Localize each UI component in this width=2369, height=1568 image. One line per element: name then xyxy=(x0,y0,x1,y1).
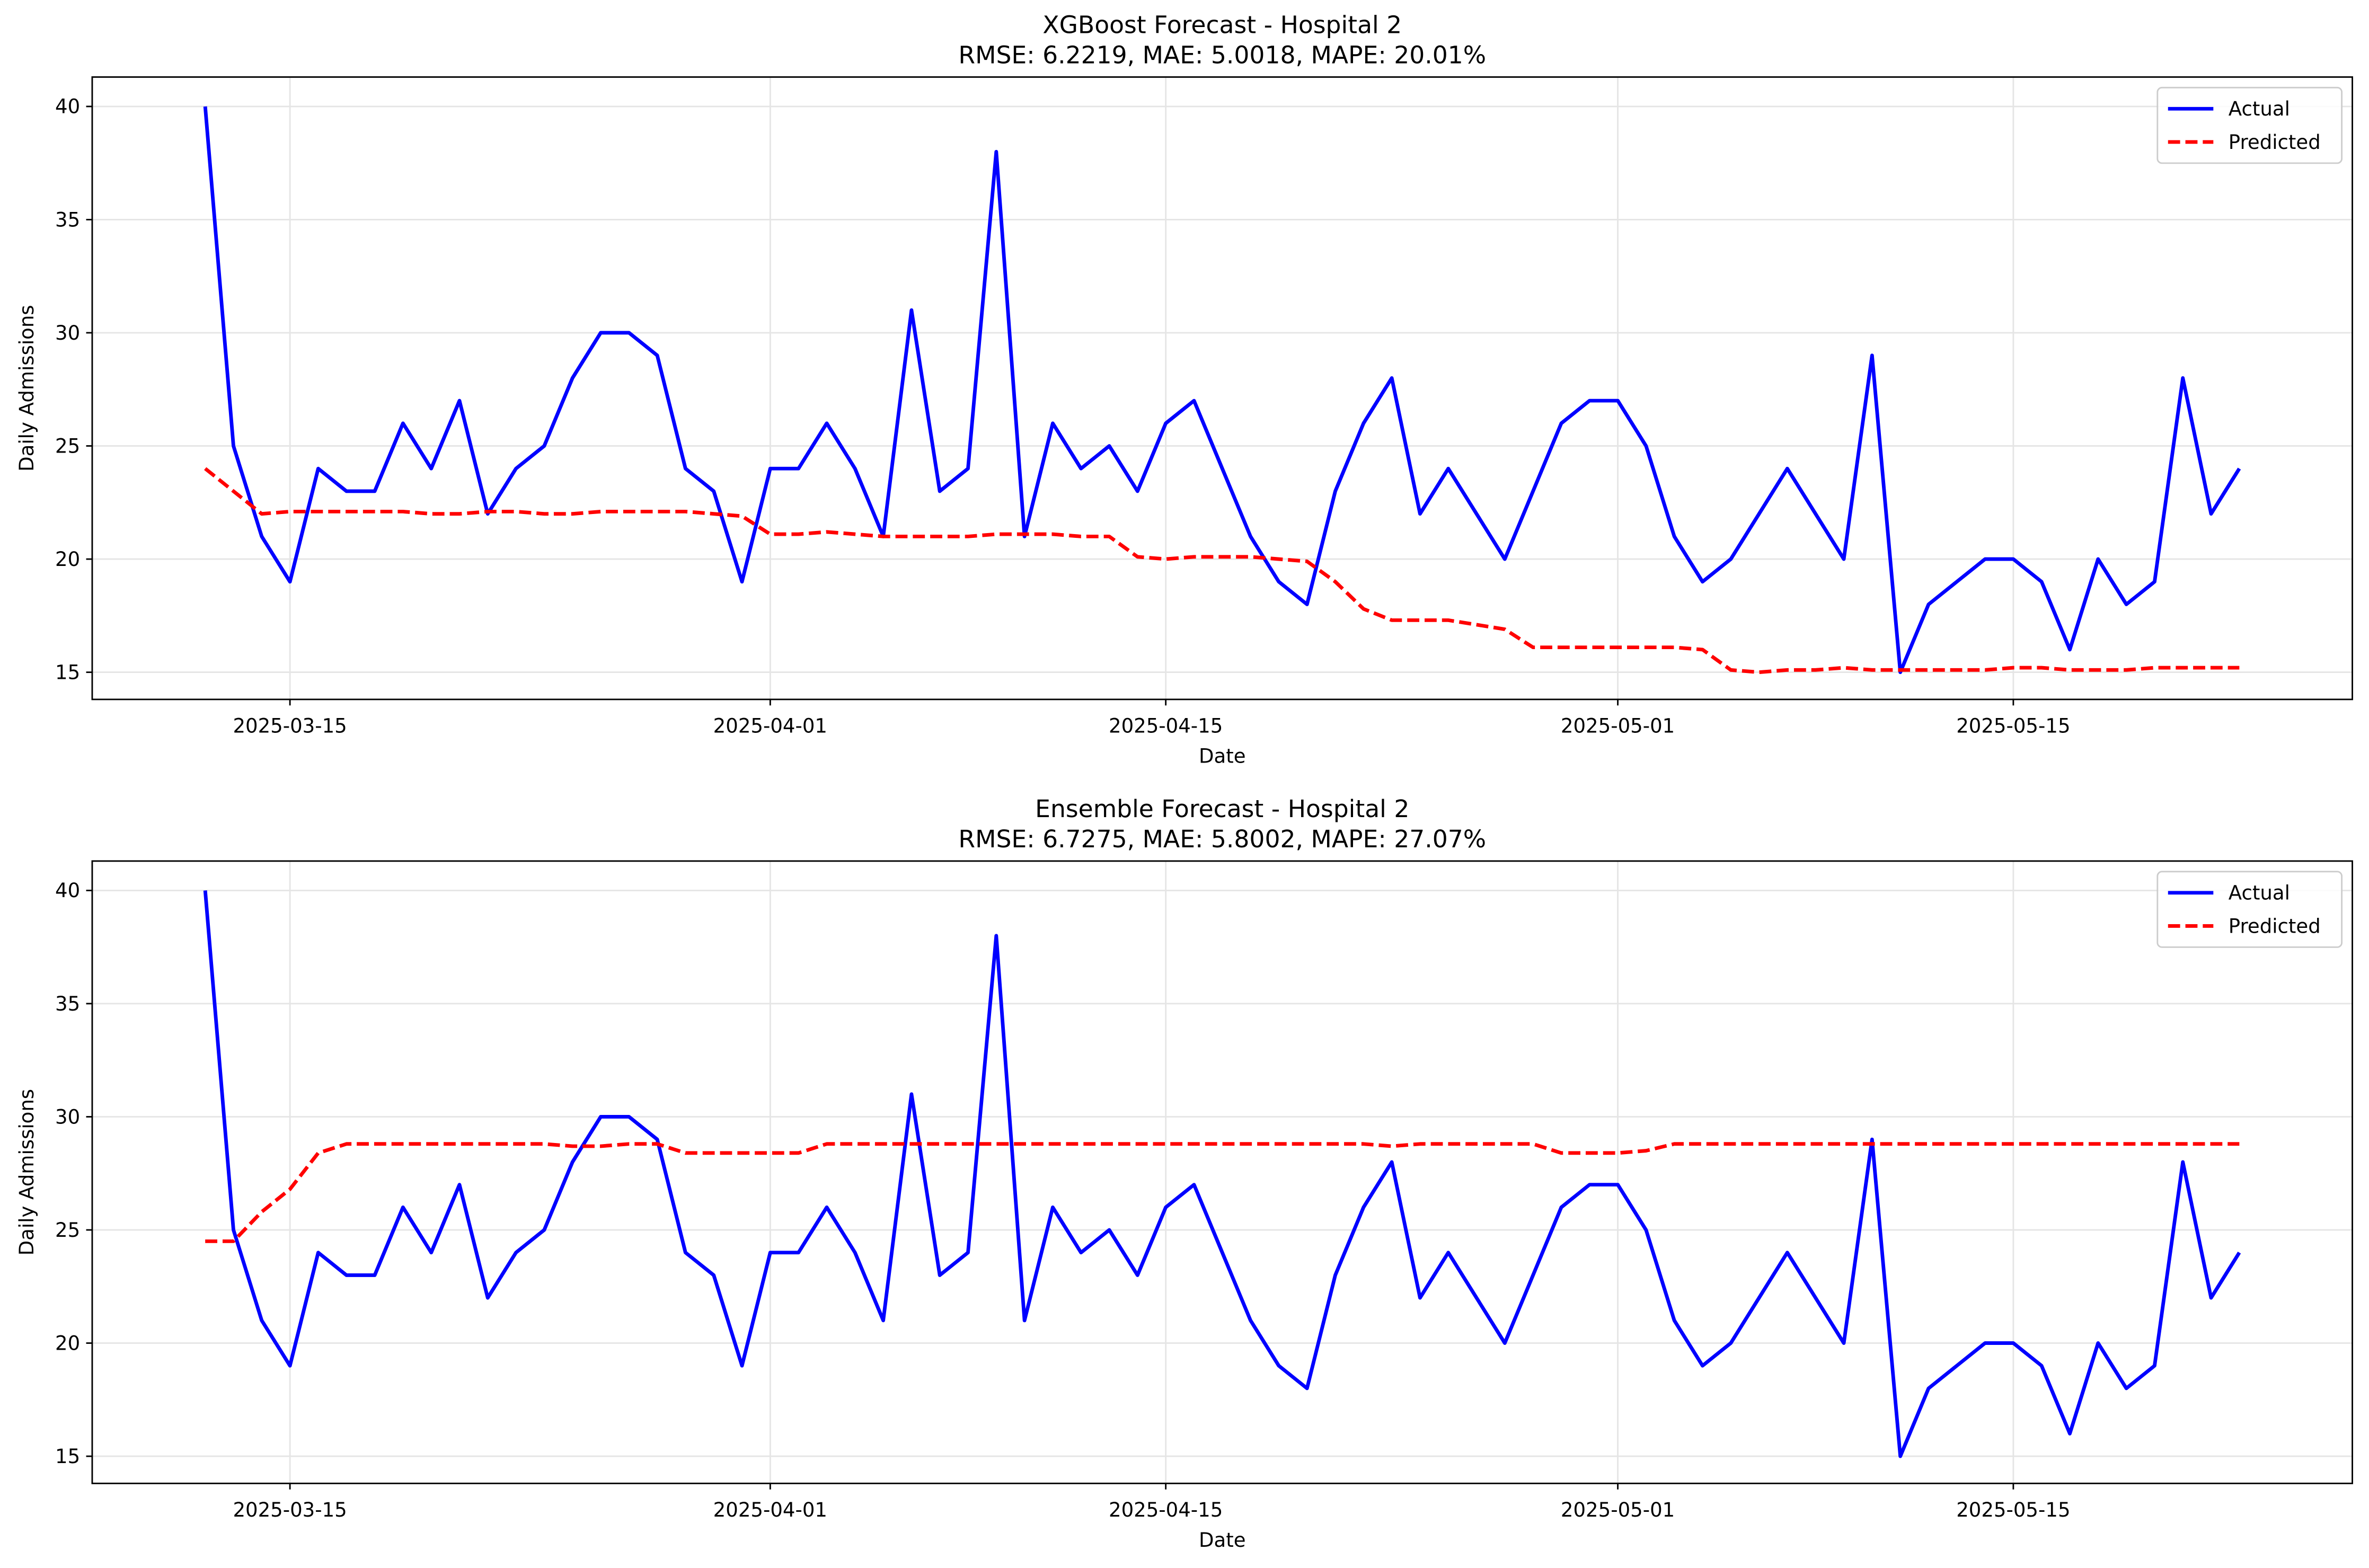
x-axis-label: Date xyxy=(1199,745,1246,768)
line-series xyxy=(204,467,2240,675)
axes-frame xyxy=(91,860,2353,1484)
chart-subtitle: RMSE: 6.7275, MAE: 5.8002, MAPE: 27.07% xyxy=(958,825,1486,853)
y-tick-label: 20 xyxy=(55,1332,80,1354)
axes-frame xyxy=(91,76,2353,701)
chart-title: Ensemble Forecast - Hospital 2 xyxy=(1035,795,1409,823)
legend-label: Predicted xyxy=(2229,131,2321,154)
y-axis-label: Daily Admissions xyxy=(15,305,38,471)
x-axis-label: Date xyxy=(1199,1529,1246,1552)
x-tick-label: 2025-04-15 xyxy=(1109,715,1223,738)
x-tick-label: 2025-05-01 xyxy=(1561,1499,1675,1521)
y-tick-label: 35 xyxy=(55,208,80,231)
legend-box xyxy=(2156,871,2343,948)
x-tick-label: 2025-04-01 xyxy=(713,1499,827,1521)
y-tick-label: 20 xyxy=(55,548,80,571)
x-tick-label: 2025-05-15 xyxy=(1956,1499,2070,1521)
y-tick-label: 40 xyxy=(55,879,80,902)
chart-title: XGBoost Forecast - Hospital 2 xyxy=(1042,11,1402,39)
y-tick-label: 30 xyxy=(55,1105,80,1128)
line-series xyxy=(205,1142,2240,1243)
legend-box xyxy=(2156,86,2343,164)
legend-label: Actual xyxy=(2229,98,2290,120)
x-tick-label: 2025-05-01 xyxy=(1561,715,1675,738)
line-series xyxy=(203,890,2241,1458)
chart-subtitle: RMSE: 6.2219, MAE: 5.0018, MAPE: 20.01% xyxy=(958,41,1486,69)
line-series xyxy=(203,106,2241,675)
y-tick-label: 25 xyxy=(55,435,80,457)
x-tick-label: 2025-04-15 xyxy=(1109,1499,1223,1521)
legend-label: Actual xyxy=(2229,882,2290,905)
x-tick-label: 2025-03-15 xyxy=(233,715,347,738)
y-axis-label: Daily Admissions xyxy=(15,1089,38,1255)
x-tick-label: 2025-04-01 xyxy=(713,715,827,738)
y-tick-label: 35 xyxy=(55,993,80,1015)
y-tick-label: 25 xyxy=(55,1219,80,1242)
y-tick-label: 40 xyxy=(55,95,80,118)
y-tick-label: 15 xyxy=(55,661,80,684)
y-tick-label: 15 xyxy=(55,1445,80,1468)
x-tick-label: 2025-03-15 xyxy=(233,1499,347,1521)
legend-label: Predicted xyxy=(2229,915,2321,937)
x-tick-label: 2025-05-15 xyxy=(1956,715,2070,738)
y-tick-label: 30 xyxy=(55,322,80,344)
